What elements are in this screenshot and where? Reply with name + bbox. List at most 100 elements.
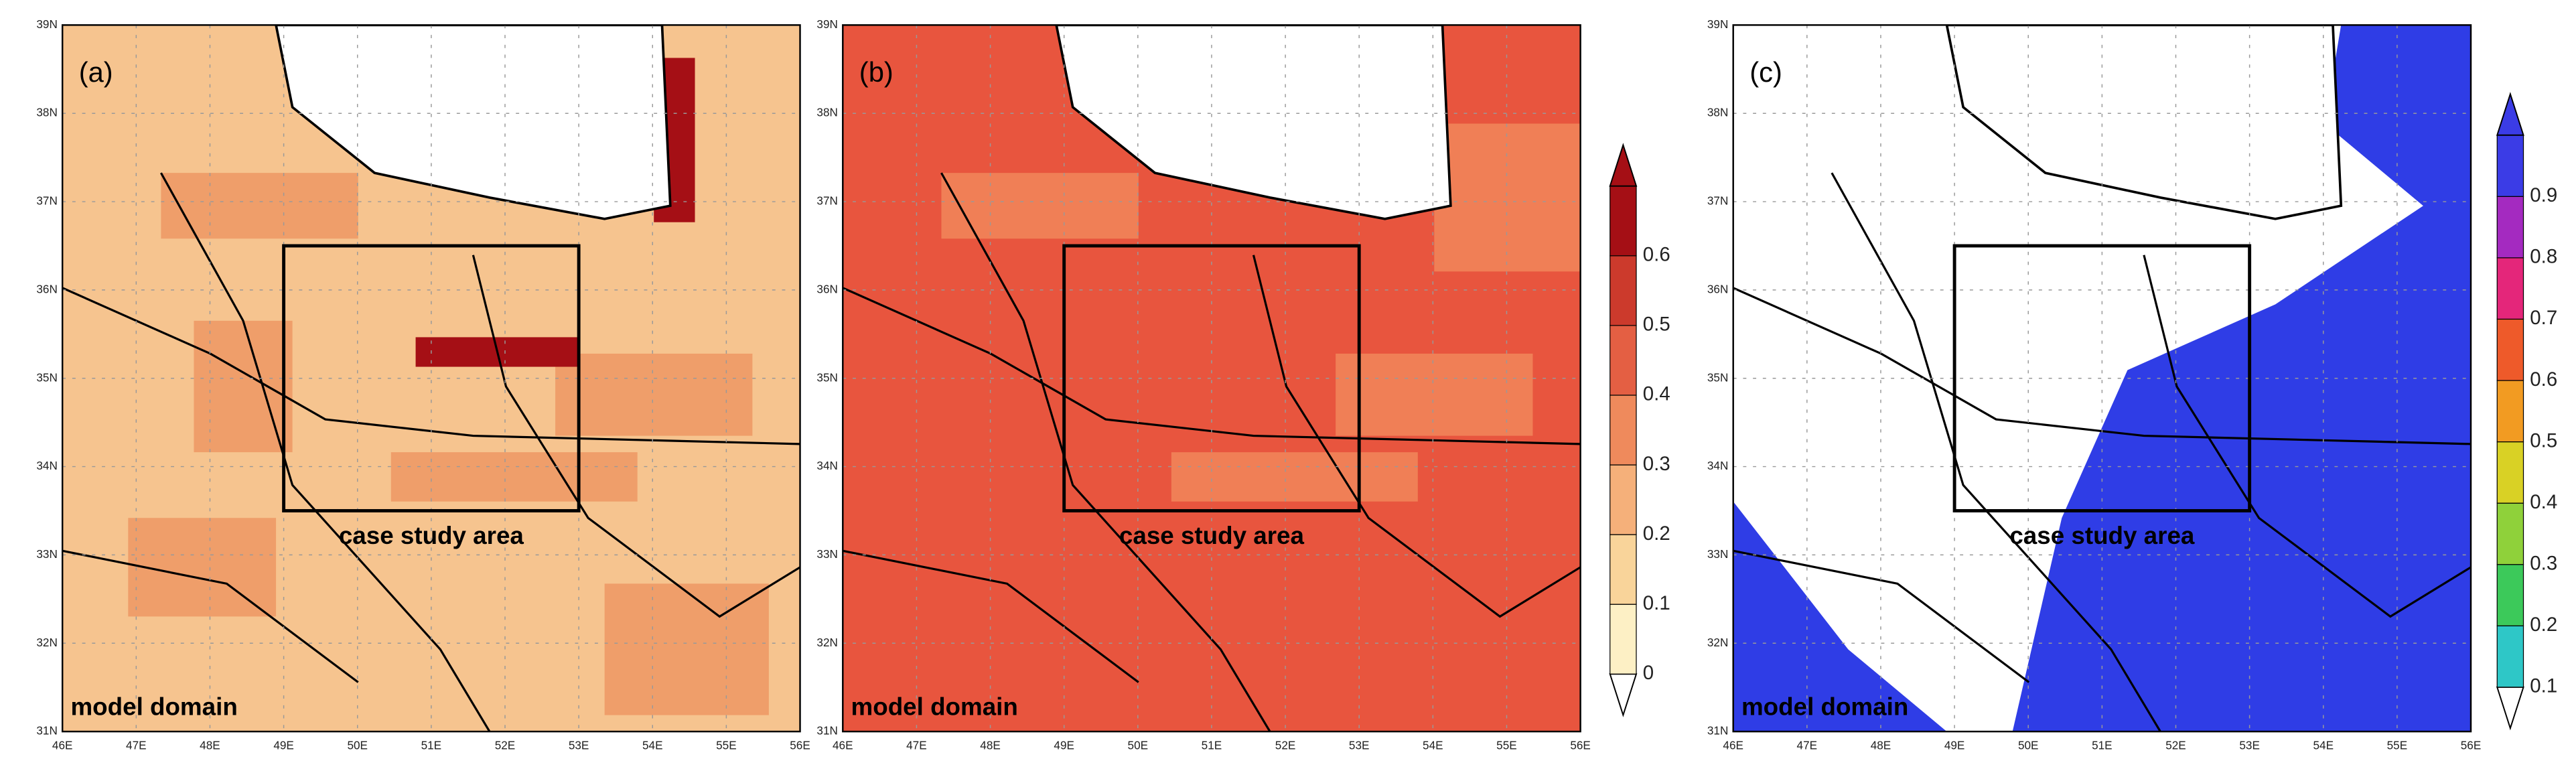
- colorbar-tick-label: 0.5: [2530, 429, 2557, 451]
- colorbar-end: [2496, 92, 2524, 136]
- case-study-box: [282, 244, 581, 512]
- y-tick-label: 39N: [816, 17, 837, 31]
- field-patch: [555, 353, 753, 436]
- colorbar-tick-label: 0.3: [2530, 553, 2557, 575]
- colorbar-segment: [1609, 255, 1637, 326]
- case-study-box: [1952, 244, 2252, 512]
- colorbar-segment: [2496, 625, 2524, 688]
- y-tick-label: 39N: [1707, 17, 1728, 31]
- x-tick-label: 48E: [980, 739, 1001, 752]
- case-study-label: case study area: [339, 522, 524, 549]
- colorbar-tick-label: 0.2: [1643, 522, 1670, 545]
- province-border: [843, 287, 1581, 445]
- field-patch: [128, 518, 277, 617]
- y-tick-label: 36N: [36, 282, 57, 295]
- case-study-box: [1062, 244, 1361, 512]
- province-border: [62, 549, 359, 683]
- colorbar-tick-label: 0.9: [2530, 184, 2557, 206]
- field-patch: [1171, 452, 1418, 502]
- colorbar-segment: [1609, 325, 1637, 396]
- colorbar-segment: [2496, 196, 2524, 259]
- province-border: [940, 172, 1271, 732]
- y-tick-label: 37N: [36, 194, 57, 208]
- province-border: [1252, 255, 1581, 618]
- map-panel: [843, 25, 1581, 732]
- colorbar-segment: [1609, 395, 1637, 466]
- colorbar-segment: [2496, 502, 2524, 565]
- x-tick-label: 50E: [347, 739, 368, 752]
- case-study-label: case study area: [2009, 522, 2195, 549]
- colorbar-tick-label: 0.1: [2530, 675, 2557, 697]
- y-tick-label: 31N: [36, 724, 57, 737]
- panel-label: (a): [79, 56, 113, 88]
- x-tick-label: 56E: [2461, 739, 2482, 752]
- province-border: [159, 172, 491, 732]
- map-frame: [1732, 24, 2472, 733]
- model-domain-label: model domain: [1741, 693, 1908, 720]
- province-border: [1733, 549, 2030, 683]
- colorbar-segment: [1609, 534, 1637, 605]
- x-tick-label: 53E: [569, 739, 589, 752]
- caspian-sea: [1945, 25, 2343, 220]
- colorbar-segment: [2496, 318, 2524, 381]
- map-frame: [61, 24, 801, 733]
- x-tick-label: 54E: [642, 739, 663, 752]
- y-tick-label: 34N: [1707, 459, 1728, 472]
- y-tick-label: 33N: [816, 547, 837, 561]
- colorbar-segment: [2496, 380, 2524, 443]
- x-tick-label: 54E: [1423, 739, 1443, 752]
- x-tick-label: 47E: [906, 739, 927, 752]
- x-tick-label: 47E: [1797, 739, 1818, 752]
- province-border: [1733, 287, 2472, 445]
- field-patch: [1336, 353, 1533, 436]
- y-tick-label: 31N: [1707, 724, 1728, 737]
- x-tick-label: 47E: [126, 739, 147, 752]
- y-tick-label: 32N: [816, 636, 837, 649]
- colorbar-tick-label: 0.6: [1643, 244, 1670, 266]
- y-tick-label: 35N: [36, 370, 57, 384]
- snow-cover: [1733, 501, 1947, 732]
- x-tick-label: 53E: [1349, 739, 1370, 752]
- model-domain-label: model domain: [851, 693, 1018, 720]
- colorbar-tick-label: 0.8: [2530, 246, 2557, 268]
- province-border: [1831, 172, 2161, 732]
- colorbar-segment: [2496, 564, 2524, 626]
- colorbar-segment: [1609, 604, 1637, 675]
- x-tick-label: 46E: [52, 739, 73, 752]
- x-tick-label: 56E: [1570, 739, 1591, 752]
- colorbar-tick-label: 0: [1643, 662, 1654, 684]
- y-tick-label: 37N: [1707, 194, 1728, 208]
- x-tick-label: 54E: [2313, 739, 2334, 752]
- map-frame: [842, 24, 1581, 733]
- case-study-label: case study area: [1119, 522, 1305, 549]
- province-border: [62, 287, 800, 445]
- y-tick-label: 34N: [36, 459, 57, 472]
- y-tick-label: 33N: [1707, 547, 1728, 561]
- x-tick-label: 49E: [273, 739, 294, 752]
- colorbar-end: [1609, 143, 1638, 187]
- colorbar-tick-label: 0.6: [2530, 368, 2557, 391]
- colorbar-tick-label: 0.3: [1643, 453, 1670, 475]
- y-tick-label: 36N: [816, 282, 837, 295]
- y-tick-label: 39N: [36, 17, 57, 31]
- x-tick-label: 48E: [200, 739, 220, 752]
- x-tick-label: 53E: [2239, 739, 2260, 752]
- x-tick-label: 55E: [1496, 739, 1517, 752]
- y-tick-label: 38N: [1707, 106, 1728, 119]
- x-tick-label: 50E: [1128, 739, 1149, 752]
- y-tick-label: 35N: [1707, 370, 1728, 384]
- colorbar-tick-label: 0.4: [2530, 491, 2557, 513]
- colorbar-segment: [2496, 135, 2524, 197]
- field-patch: [161, 173, 358, 239]
- y-tick-label: 37N: [816, 194, 837, 208]
- x-tick-label: 55E: [2387, 739, 2408, 752]
- field-patch: [941, 173, 1139, 239]
- province-border: [472, 255, 800, 618]
- model-domain-label: model domain: [70, 693, 237, 720]
- colorbar-segment: [1609, 186, 1637, 257]
- x-tick-label: 51E: [1202, 739, 1222, 752]
- y-tick-label: 36N: [1707, 282, 1728, 295]
- panel-label: (c): [1749, 56, 1782, 88]
- y-tick-label: 32N: [1707, 636, 1728, 649]
